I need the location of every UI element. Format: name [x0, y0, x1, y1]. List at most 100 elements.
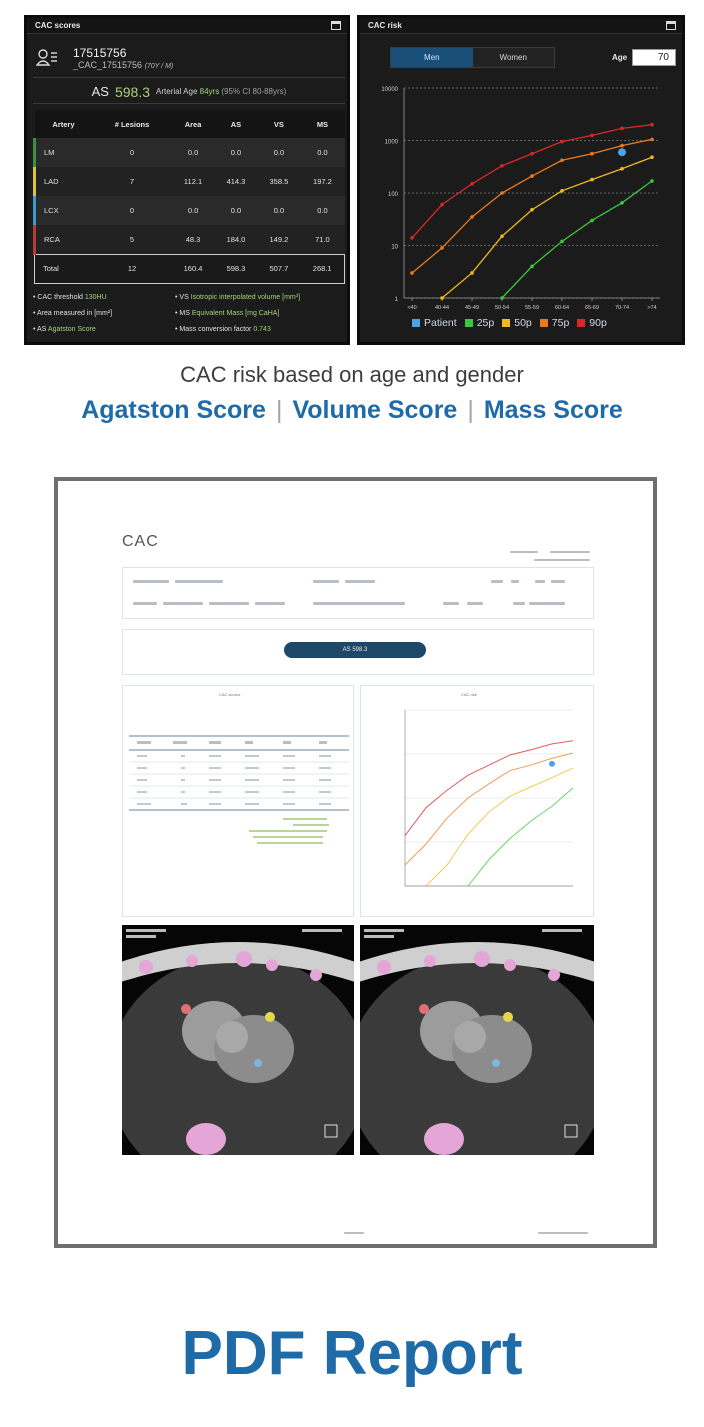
- legend-50p-swatch: [502, 319, 511, 327]
- pdf-report-title: PDF Report: [181, 1319, 523, 1388]
- report-risk-title: CAC risk: [461, 692, 477, 697]
- patient-info: 17515756 _CAC_17515756 (70Y / M): [33, 44, 345, 78]
- maximize-icon[interactable]: [331, 21, 341, 30]
- x-tick-label: 40-44: [435, 305, 449, 311]
- report-as-pill: AS 598.3: [284, 642, 426, 658]
- maximize-icon[interactable]: [666, 21, 676, 30]
- vs-cell: 0.0: [257, 138, 301, 167]
- series-point-50p: [470, 271, 474, 275]
- series-point-75p: [560, 158, 564, 163]
- vs-cell: 0.0: [257, 196, 301, 225]
- series-point-50p: [560, 189, 564, 193]
- ct-scan-image-right: [360, 925, 594, 1155]
- table-row-total[interactable]: Total 12 160.4 598.3 507.7 268.1: [34, 253, 346, 284]
- cac-risk-panel: CAC risk Men Women Age 70 1 10 100 1000 1000…: [357, 15, 685, 345]
- series-point-50p: [650, 155, 654, 160]
- series-point-75p: [440, 246, 444, 250]
- series-point-75p: [500, 191, 504, 195]
- agatston-summary: AS 598.3 Arterial Age 84yrs (95% CI 80-8…: [33, 80, 345, 104]
- agatston-score-link[interactable]: Agatston Score: [81, 396, 266, 424]
- legend-25p-label: 25p: [476, 317, 495, 329]
- mass-score-link[interactable]: Mass Score: [483, 396, 623, 424]
- risk-caption: CAC risk based on age and gender: [180, 362, 524, 387]
- vs-cell: 507.7: [257, 253, 301, 284]
- patient-name: _CAC_17515756 (70Y / M): [73, 60, 173, 70]
- area-cell: 0.0: [171, 196, 215, 225]
- series-point-25p: [530, 264, 534, 269]
- series-point-90p: [590, 133, 594, 138]
- area-cell: 0.0: [171, 138, 215, 167]
- scores-table: Artery # Lesions Area AS VS MS LM 0 0.0 …: [33, 110, 346, 284]
- artery-cell: Total: [34, 253, 93, 284]
- note-mass: • Mass conversion factor 0.743: [175, 322, 335, 338]
- ct-scan-drawing: [360, 929, 594, 1155]
- col-lesions[interactable]: # Lesions: [92, 110, 172, 138]
- ct-scan-image-left: [122, 925, 354, 1155]
- note-ms-label: • MS: [175, 310, 190, 317]
- x-tick-label: >74: [647, 305, 656, 311]
- tab-men[interactable]: Men: [391, 48, 473, 67]
- as-cell: 184.0: [214, 225, 258, 254]
- chart-legend: Patient 25p 50p 75p 90p: [412, 317, 607, 329]
- report-risk-chart: [404, 709, 574, 887]
- legend-25p: 25p: [464, 317, 495, 329]
- note-ms-value: Equivalent Mass [mg CaHA]: [191, 310, 280, 317]
- series-line-90p: [411, 124, 653, 239]
- series-point-50p: [500, 234, 504, 239]
- gender-toggle: Men Women: [390, 47, 555, 68]
- col-area[interactable]: Area: [171, 110, 215, 138]
- series-point-25p: [620, 201, 624, 205]
- mini-series-line-75p: [404, 752, 574, 866]
- x-tick-label: 60-64: [555, 305, 569, 311]
- report-patient-box: [122, 567, 594, 619]
- series-point-25p: [650, 179, 654, 183]
- col-ms[interactable]: MS: [300, 110, 345, 138]
- y-tick-label: 100: [388, 192, 399, 198]
- caption-separator: |: [275, 396, 283, 424]
- patient-marker: [618, 148, 626, 157]
- series-point-50p: [590, 177, 594, 182]
- ms-cell: 71.0: [300, 225, 345, 254]
- note-as-value: Agatston Score: [47, 326, 96, 333]
- series-line-50p: [441, 156, 653, 299]
- table-row-lcx[interactable]: LCX 0 0.0 0.0 0.0 0.0: [33, 196, 345, 225]
- tab-women[interactable]: Women: [472, 48, 554, 67]
- note-area: • Area measured in [mm²]: [33, 310, 113, 317]
- series-point-75p: [410, 271, 414, 275]
- series-point-25p: [590, 218, 594, 223]
- legend-90p: 90p: [577, 317, 607, 329]
- report-scores-title: CAC scores: [219, 692, 241, 697]
- table-row-rca[interactable]: RCA 5 48.3 184.0 149.2 71.0: [33, 225, 345, 254]
- series-point-25p: [500, 296, 504, 300]
- cac-scores-title: CAC scores: [35, 21, 81, 30]
- y-tick-label: 1: [395, 297, 399, 303]
- lesions-cell: 12: [92, 253, 172, 284]
- pdf-report-preview[interactable]: CAC AS 598.3 CAC scores: [54, 477, 657, 1248]
- lesions-cell: 5: [92, 225, 172, 254]
- series-point-90p: [410, 236, 414, 240]
- series-point-90p: [560, 139, 564, 144]
- artery-cell: LAD: [33, 167, 93, 196]
- table-row-lad[interactable]: LAD 7 112.1 414.3 358.5 197.2: [33, 167, 345, 196]
- mini-series-line-90p: [404, 740, 574, 836]
- note-vs: • VS Isotropic interpolated volume [mm³]: [175, 290, 335, 306]
- score-types-caption: Agatston Score | Volume Score | Mass Score: [0, 396, 704, 425]
- legend-50p: 50p: [502, 317, 532, 329]
- table-row-lm[interactable]: LM 0 0.0 0.0 0.0 0.0: [33, 138, 345, 167]
- area-cell: 48.3: [171, 225, 215, 254]
- series-point-50p: [440, 296, 444, 300]
- report-scores-table: [129, 735, 349, 844]
- series-point-75p: [530, 174, 534, 178]
- series-point-90p: [530, 151, 534, 156]
- as-cell: 0.0: [214, 138, 258, 167]
- series-point-90p: [620, 126, 624, 131]
- col-artery[interactable]: Artery: [34, 110, 93, 138]
- legend-75p: 75p: [539, 317, 569, 329]
- volume-score-link[interactable]: Volume Score: [292, 396, 458, 424]
- col-as[interactable]: AS: [214, 110, 258, 138]
- cac-risk-chart: 1 10 100 1000 10000 <40 40-44 45-49 50-54 55-59 60…: [381, 87, 660, 311]
- as-label: AS: [91, 84, 109, 99]
- col-vs[interactable]: VS: [257, 110, 301, 138]
- age-input[interactable]: 70: [632, 49, 676, 66]
- x-tick-label: 65-69: [585, 305, 599, 311]
